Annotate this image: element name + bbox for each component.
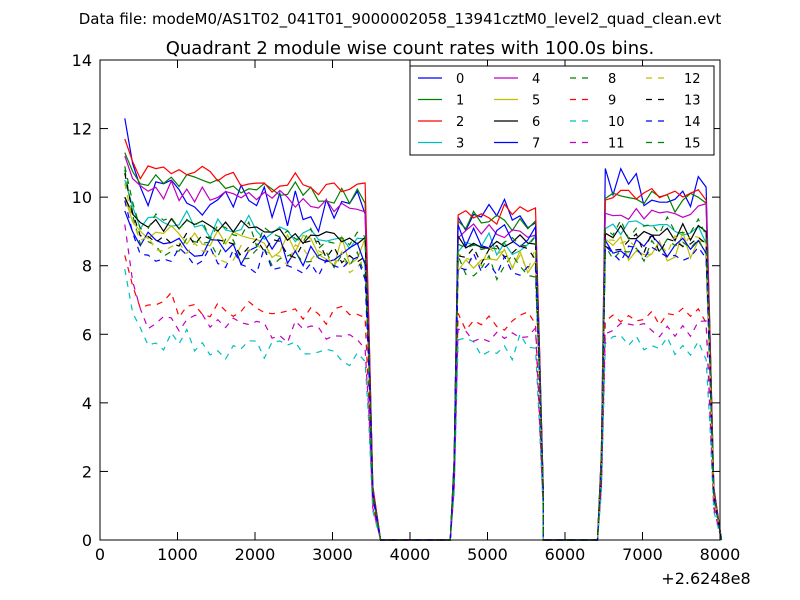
legend-label-1: 1 <box>456 94 464 109</box>
legend-label-2: 2 <box>456 115 464 130</box>
x-tick-label: 2000 <box>235 545 276 564</box>
x-tick-label: 6000 <box>545 545 586 564</box>
legend-label-5: 5 <box>532 94 540 109</box>
series-line-14 <box>124 200 723 541</box>
datafile-header: Data file: modeM0/AS1T02_041T01_90000020… <box>79 10 722 29</box>
legend-label-7: 7 <box>532 137 540 152</box>
legend-label-8: 8 <box>608 72 616 87</box>
legend-box <box>409 65 715 156</box>
legend-label-9: 9 <box>608 94 616 109</box>
x-tick-label: 7000 <box>622 545 663 564</box>
x-tick-label: 8000 <box>700 545 741 564</box>
legend-label-15: 15 <box>684 137 701 152</box>
legend-label-13: 13 <box>684 94 701 109</box>
x-tick-label: 1000 <box>157 545 198 564</box>
y-tick-label: 8 <box>82 257 92 276</box>
legend-label-6: 6 <box>532 115 540 130</box>
x-tick-label: 5000 <box>467 545 508 564</box>
y-tick-label: 12 <box>72 120 92 139</box>
plot-area: 0 1000 2000 3000 4000 5000 6000 7000 80000246810… <box>72 51 741 564</box>
x-tick-label: 3000 <box>312 545 353 564</box>
y-tick-label: 4 <box>82 394 92 413</box>
x-tick-label: 0 <box>95 545 105 564</box>
legend-label-11: 11 <box>608 137 625 152</box>
x-tick-label: 4000 <box>390 545 431 564</box>
legend-label-14: 14 <box>684 115 701 130</box>
y-tick-label: 0 <box>82 531 92 550</box>
series-line-11 <box>124 224 723 541</box>
y-tick-label: 6 <box>82 325 92 344</box>
legend-label-0: 0 <box>456 72 464 87</box>
legend-label-12: 12 <box>684 72 701 87</box>
y-tick-label: 10 <box>72 188 92 207</box>
legend-label-10: 10 <box>608 115 625 130</box>
chart-title: Quadrant 2 module wise count rates with … <box>166 38 655 59</box>
y-tick-label: 2 <box>82 462 92 481</box>
ticks-layer: 0 1000 2000 3000 4000 5000 6000 7000 80000246810… <box>72 51 741 564</box>
x-offset-label: +2.6248e8 <box>661 569 750 588</box>
y-tick-label: 14 <box>72 51 92 70</box>
legend-label-4: 4 <box>532 72 540 87</box>
legend-label-3: 3 <box>456 137 464 152</box>
